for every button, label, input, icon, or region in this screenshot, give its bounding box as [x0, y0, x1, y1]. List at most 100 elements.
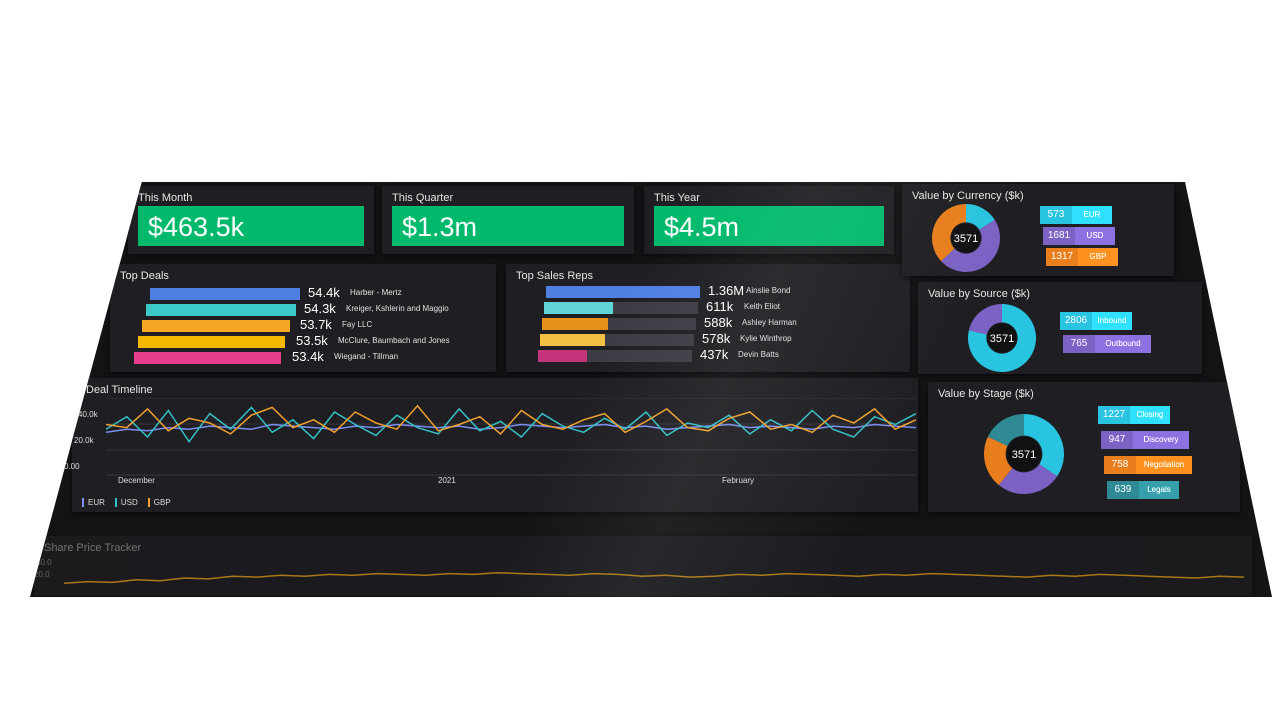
x-tick-label: December [118, 476, 155, 485]
legend-label: USD [1075, 227, 1115, 245]
legend-swatch [114, 498, 117, 508]
legend-item[interactable]: GBP [147, 498, 171, 508]
donut-hole [1006, 436, 1042, 472]
kpi-value-box: $1.3m [392, 206, 624, 246]
deal-value: 54.4k [308, 285, 340, 300]
legend-item[interactable]: USD [114, 498, 138, 508]
legend-value: 765 [1063, 335, 1095, 353]
deal-timeline-panel[interactable]: Deal Timeline 40.0k 20.0k 0.00 December … [64, 378, 918, 512]
sales-rep-value: 1.36M [708, 283, 745, 298]
donut-slice-negotiation [984, 436, 1013, 486]
legend-label: EUR [88, 498, 105, 507]
sales-rep-value: 611k [706, 299, 734, 314]
value-by-source-panel[interactable]: Value by Source ($k) 3571 2806 Inbound 765… [918, 282, 1202, 374]
legend-label: Outbound [1095, 335, 1151, 353]
panel-title: Value by Stage ($k) [938, 388, 1034, 400]
deal-name: Harber - Mertz [350, 288, 402, 297]
legend-label: EUR [1072, 206, 1112, 224]
kpi-title: This Quarter [392, 192, 454, 204]
sales-rep-bar [542, 318, 609, 330]
legend-label: Legals [1139, 481, 1179, 499]
legend-value: 1681 [1043, 227, 1075, 245]
legend-item[interactable]: EUR [82, 498, 105, 508]
top-deals-panel[interactable]: Top Deals 54.4k Harber - Mertz 54.3k Kreige… [110, 264, 496, 372]
kpi-value: $463.5k [148, 212, 245, 242]
deal-bar [142, 320, 291, 332]
donut-slice-discovery [998, 464, 1058, 494]
legend-label: USD [120, 498, 138, 507]
donut-hole [987, 323, 1017, 353]
legend-label: GBP [1078, 248, 1118, 266]
kpi-this-month[interactable]: This Month $463.5k [128, 186, 374, 254]
deal-bar [134, 352, 281, 364]
donut-slice-legals [987, 414, 1024, 447]
donut-slice-usd [941, 219, 1000, 272]
deal-name: Kreiger, Kshlerin and Maggio [346, 304, 449, 313]
donut-slice-inbound [968, 304, 1036, 372]
donut-total: 3571 [954, 233, 978, 245]
legend-value: 1317 [1046, 248, 1078, 266]
value-by-stage-panel[interactable]: Value by Stage ($k) 3571 1227 Closing 947 D… [928, 382, 1240, 512]
donut-slice-gbp [932, 204, 966, 262]
sales-rep-value: 437k [700, 347, 729, 362]
legend-label: Discovery [1133, 431, 1189, 449]
kpi-this-year[interactable]: This Year $4.5m [644, 186, 894, 254]
y-tick-label: 0.00 [64, 462, 80, 471]
value-by-currency-panel[interactable]: Value by Currency ($k) 3571 573 EUR 1681 US… [902, 184, 1174, 276]
kpi-value: $1.3m [402, 212, 478, 242]
sales-rep-bar [538, 350, 588, 362]
deal-value: 54.3k [304, 301, 336, 316]
sales-rep-bar [540, 334, 605, 346]
deal-name: Wiegand - Tillman [334, 352, 399, 361]
panel-title: Top Sales Reps [516, 270, 594, 282]
chart-legend: EUR USD GBP [82, 492, 181, 510]
panel-title: Value by Source ($k) [928, 288, 1030, 300]
deal-timeline-chart [106, 398, 916, 476]
donut-hole [951, 223, 981, 253]
legend-value: 947 [1101, 431, 1133, 449]
kpi-value-box: $463.5k [138, 206, 364, 246]
x-tick-label: February [722, 476, 755, 485]
share-price-tracker-panel[interactable]: Share Price Tracker 40.0 20.0 [34, 536, 1252, 596]
donut-slice-closing [1024, 414, 1064, 477]
kpi-value: $4.5m [664, 212, 740, 242]
legend-label: GBP [153, 498, 171, 507]
sales-rep-name: Devin Batts [738, 350, 779, 359]
currency-donut-chart: 3571 [932, 204, 1000, 272]
legend-swatch [147, 498, 150, 508]
deal-value: 53.5k [296, 333, 328, 348]
panel-title: Top Deals [120, 270, 169, 282]
deal-value: 53.4k [292, 349, 324, 364]
dashboard-board: This Month $463.5k This Quarter $1.3m Th… [30, 182, 1272, 597]
legend-value: 2806 [1060, 312, 1092, 330]
panel-title: Share Price Tracker [44, 542, 142, 554]
legend-value: 639 [1107, 481, 1139, 499]
share-price-chart [64, 571, 1244, 585]
legend-value: 1227 [1098, 406, 1130, 424]
top-sales-reps-panel[interactable]: Top Sales Reps 1.36M Ainslie Bond 611k Keit… [506, 264, 910, 372]
deal-value: 53.7k [300, 317, 332, 332]
kpi-title: This Month [138, 192, 193, 204]
legend-swatch [82, 498, 84, 508]
sales-rep-value: 588k [704, 315, 733, 330]
series-line-gbp [106, 404, 916, 435]
stage-donut-chart: 3571 [984, 414, 1064, 494]
kpi-value-box: $4.5m [654, 206, 884, 246]
kpi-this-quarter[interactable]: This Quarter $1.3m [382, 186, 634, 254]
donut-total: 3571 [1012, 449, 1036, 461]
panel-title: Value by Currency ($k) [912, 190, 1024, 202]
y-tick-label: 20.0k [74, 436, 94, 445]
sales-rep-bar [546, 286, 700, 298]
deal-name: Fay LLC [342, 320, 373, 329]
deal-name: McClure, Baumbach and Jones [338, 336, 450, 345]
donut-total: 3571 [990, 333, 1014, 345]
y-tick-label: 40.0 [36, 558, 52, 567]
sales-rep-name: Keith Eliot [744, 302, 781, 311]
deal-bar [138, 336, 286, 348]
panel-title: Deal Timeline [86, 384, 153, 396]
source-donut-chart: 3571 [968, 304, 1036, 372]
legend-label: Negotiation [1136, 456, 1192, 474]
sales-rep-name: Kylie Winthrop [740, 334, 792, 343]
sales-rep-name: Ainslie Bond [746, 286, 791, 295]
legend-value: 758 [1104, 456, 1136, 474]
